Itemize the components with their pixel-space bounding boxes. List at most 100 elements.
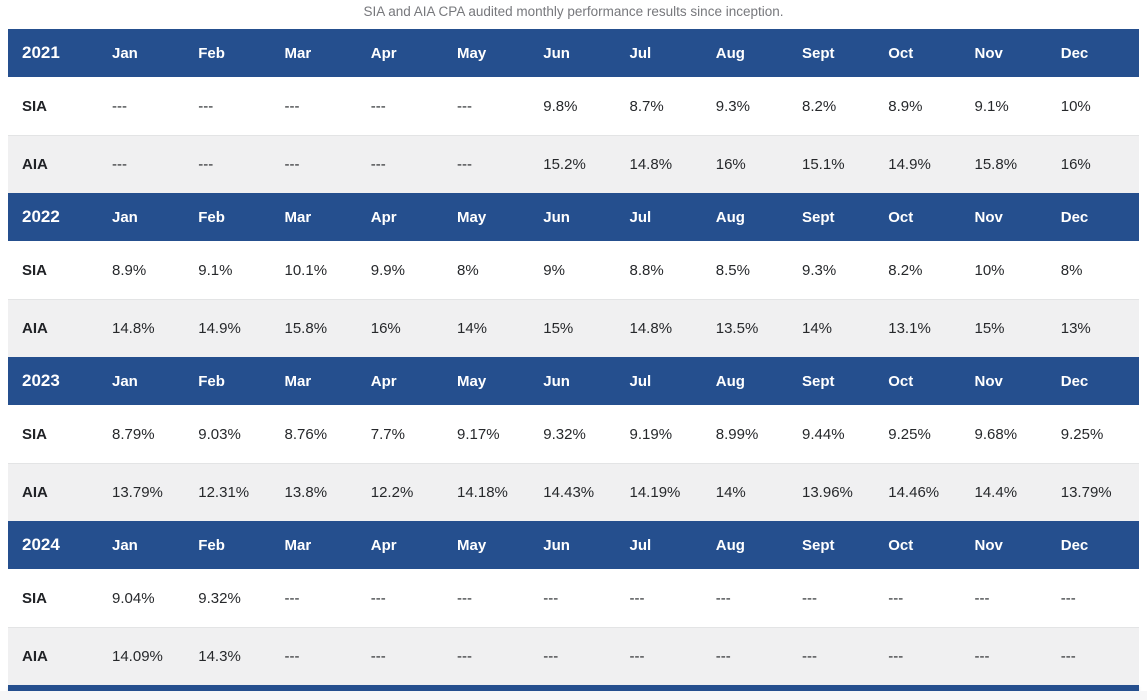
value-cell: --- bbox=[629, 648, 645, 665]
data-row-aia: AIA 14.8% 14.9% 15.8% 16% 14% 15% 14.8% 13.5% 14%… bbox=[8, 299, 1139, 357]
month-header: Oct bbox=[888, 372, 914, 390]
month-header: Jul bbox=[629, 372, 652, 390]
value-cell: --- bbox=[112, 97, 127, 115]
value-cell: --- bbox=[1060, 648, 1076, 665]
value-cell: 8.7% bbox=[629, 97, 664, 115]
value-cell: --- bbox=[543, 648, 559, 665]
month-header: Nov bbox=[974, 208, 1003, 226]
month-header: May bbox=[457, 44, 487, 62]
value-cell: --- bbox=[1060, 589, 1076, 607]
row-label: SIA bbox=[22, 425, 48, 443]
month-header: Jul bbox=[629, 208, 652, 226]
value-cell: 9.32% bbox=[543, 425, 586, 443]
value-cell: 15.8% bbox=[284, 320, 328, 337]
value-cell: 8% bbox=[1060, 261, 1083, 279]
value-cell: 12.2% bbox=[370, 484, 414, 501]
year-section-header: 2024 Jan Feb Mar Apr May Jun Jul Aug Sept Oct Nov De… bbox=[8, 521, 1139, 569]
value-cell: --- bbox=[457, 648, 472, 665]
value-cell: 15.8% bbox=[974, 156, 1018, 173]
value-cell: 8.2% bbox=[802, 97, 837, 115]
value-cell: 14.8% bbox=[629, 320, 673, 337]
year-label: 2022 bbox=[22, 207, 60, 226]
data-row-aia: AIA 14.09% 14.3% --- --- --- --- --- --- --- --- --… bbox=[8, 627, 1139, 685]
value-cell: 10.1% bbox=[284, 261, 328, 279]
value-cell: --- bbox=[370, 97, 386, 115]
row-label: AIA bbox=[22, 648, 48, 665]
data-row-sia: SIA 8.9% 9.1% 10.1% 9.9% 8% 9% 8.8% 8.5% 9.3% 8.2%… bbox=[8, 241, 1139, 299]
value-cell: 8.79% bbox=[112, 425, 155, 443]
value-cell: 8.2% bbox=[888, 261, 923, 279]
month-header: Jan bbox=[112, 372, 138, 390]
value-cell: --- bbox=[629, 589, 645, 607]
month-header: Oct bbox=[888, 44, 914, 62]
month-header: Jun bbox=[543, 44, 570, 62]
value-cell: 10% bbox=[1060, 97, 1091, 115]
value-cell: 9.25% bbox=[888, 425, 931, 443]
month-header: Sept bbox=[802, 372, 835, 390]
value-cell: 8.5% bbox=[715, 261, 750, 279]
value-cell: --- bbox=[888, 648, 904, 665]
row-label: SIA bbox=[22, 97, 48, 115]
data-row-sia: SIA --- --- --- --- --- 9.8% 8.7% 9.3% 8.2% 8.9% 9.… bbox=[8, 77, 1139, 135]
value-cell: --- bbox=[802, 589, 817, 607]
value-cell: --- bbox=[198, 156, 214, 173]
value-cell: 14.8% bbox=[629, 156, 673, 173]
month-header: Jan bbox=[112, 208, 138, 226]
month-header: Jan bbox=[112, 536, 138, 554]
value-cell: 9.1% bbox=[974, 97, 1009, 115]
value-cell: 10% bbox=[974, 261, 1005, 279]
month-header: Apr bbox=[370, 536, 397, 554]
value-cell: 9.19% bbox=[629, 425, 673, 443]
value-cell: 13.79% bbox=[1060, 484, 1112, 501]
value-cell: 16% bbox=[1060, 156, 1091, 173]
value-cell: 14.18% bbox=[457, 484, 508, 501]
month-header: Jan bbox=[112, 44, 138, 62]
month-header: Jul bbox=[629, 536, 652, 554]
month-header: Feb bbox=[198, 536, 225, 554]
value-cell: 15.1% bbox=[802, 156, 845, 173]
value-cell: 14% bbox=[715, 484, 746, 501]
month-header: Aug bbox=[715, 536, 745, 554]
month-header: Sept bbox=[802, 536, 835, 554]
value-cell: 13.8% bbox=[284, 484, 328, 501]
data-row-aia: AIA --- --- --- --- --- 15.2% 14.8% 16% 15.1% 14.9… bbox=[8, 135, 1139, 193]
year-section-header: 2022 Jan Feb Mar Apr May Jun Jul Aug Sept Oct Nov De… bbox=[8, 193, 1139, 241]
value-cell: --- bbox=[370, 648, 386, 665]
row-label: AIA bbox=[22, 484, 48, 501]
value-cell: --- bbox=[715, 648, 731, 665]
value-cell: 8% bbox=[457, 261, 479, 279]
value-cell: 9.44% bbox=[802, 425, 845, 443]
year-label: 2023 bbox=[22, 371, 60, 390]
value-cell: --- bbox=[974, 589, 990, 607]
month-header: Dec bbox=[1060, 44, 1089, 62]
month-header: Mar bbox=[284, 208, 312, 226]
month-header: Apr bbox=[370, 44, 397, 62]
value-cell: 8.76% bbox=[284, 425, 328, 443]
value-cell: 14.8% bbox=[112, 320, 155, 337]
page-background-strip bbox=[0, 691, 1147, 700]
row-label: SIA bbox=[22, 261, 48, 279]
value-cell: 7.7% bbox=[370, 425, 405, 443]
value-cell: --- bbox=[112, 156, 127, 173]
month-header: Sept bbox=[802, 44, 835, 62]
value-cell: --- bbox=[284, 648, 300, 665]
year-label: 2024 bbox=[22, 535, 60, 554]
month-header: Mar bbox=[284, 372, 312, 390]
value-cell: --- bbox=[543, 589, 559, 607]
value-cell: 16% bbox=[715, 156, 746, 173]
value-cell: --- bbox=[974, 648, 990, 665]
value-cell: 13.1% bbox=[888, 320, 931, 337]
value-cell: --- bbox=[888, 589, 904, 607]
value-cell: --- bbox=[715, 589, 731, 607]
value-cell: 15.2% bbox=[543, 156, 586, 173]
value-cell: 9% bbox=[543, 261, 565, 279]
value-cell: 14.09% bbox=[112, 648, 163, 665]
value-cell: 12.31% bbox=[198, 484, 250, 501]
data-row-aia: AIA 13.79% 12.31% 13.8% 12.2% 14.18% 14.43% 14.… bbox=[8, 463, 1139, 521]
value-cell: --- bbox=[370, 589, 386, 607]
month-header: Nov bbox=[974, 536, 1003, 554]
month-header: Apr bbox=[370, 372, 397, 390]
month-header: Feb bbox=[198, 208, 225, 226]
value-cell: 13% bbox=[1060, 320, 1091, 337]
value-cell: 14.9% bbox=[888, 156, 931, 173]
